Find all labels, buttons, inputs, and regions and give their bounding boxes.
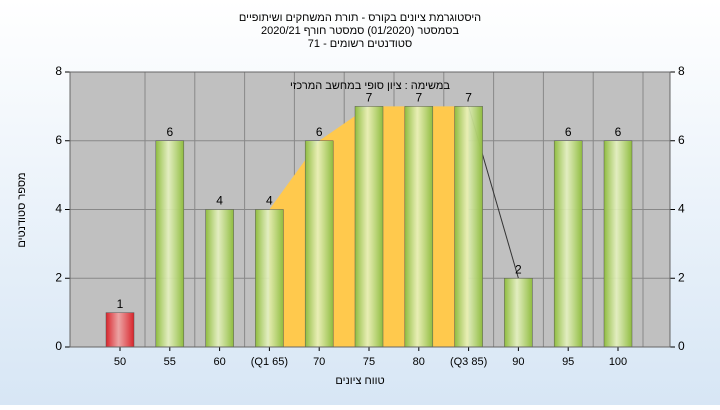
chart-subtitle: סטודנטים רשומים - 71 bbox=[308, 38, 412, 50]
y-tick-label: 8 bbox=[55, 64, 62, 78]
plot-area bbox=[69, 71, 671, 348]
x-tick-label: 95 bbox=[562, 356, 574, 368]
x-tick-label: 100 bbox=[609, 356, 627, 368]
y-tick-label: 6 bbox=[55, 133, 62, 147]
x-tick-label: 80 bbox=[413, 356, 425, 368]
data-label: 6 bbox=[565, 125, 572, 139]
data-label: 6 bbox=[166, 125, 173, 139]
x-tick-label: (Q3 85) bbox=[450, 356, 487, 368]
bar bbox=[205, 209, 234, 348]
y-tick-label: 4 bbox=[55, 202, 62, 216]
y-tick-label: 0 bbox=[55, 339, 62, 353]
data-label: 7 bbox=[465, 91, 472, 105]
bar bbox=[504, 278, 533, 348]
y-tick-label: 2 bbox=[55, 270, 62, 284]
bar bbox=[304, 140, 334, 348]
y2-tick-label: 8 bbox=[678, 64, 685, 78]
bar bbox=[155, 140, 185, 348]
bar bbox=[105, 312, 135, 348]
data-label: 6 bbox=[615, 125, 622, 139]
x-tick-label: 70 bbox=[313, 356, 325, 368]
y2-tick-label: 0 bbox=[678, 339, 685, 353]
data-label: 4 bbox=[216, 194, 223, 208]
x-tick-label: 60 bbox=[213, 356, 225, 368]
x-tick-label: 75 bbox=[363, 356, 375, 368]
annotation: במשימה : ציון סופי במחשב המרכזי bbox=[290, 80, 450, 92]
y2-tick-label: 6 bbox=[678, 133, 685, 147]
y-axis-label: מספר סטודנטים bbox=[16, 172, 28, 247]
data-label: 6 bbox=[316, 125, 323, 139]
data-label: 4 bbox=[266, 194, 273, 208]
bar bbox=[404, 106, 434, 348]
data-label: 2 bbox=[515, 262, 522, 276]
chart-subtitle: בסמסטר (01/2020) סמסטר חורף 2020/21 bbox=[261, 25, 459, 37]
bar bbox=[454, 106, 483, 348]
x-axis-label: טווח ציונים bbox=[335, 375, 384, 387]
bar bbox=[603, 140, 633, 348]
x-tick-label: (Q1 65) bbox=[251, 356, 288, 368]
y2-tick-label: 4 bbox=[678, 202, 685, 216]
y2-tick-label: 2 bbox=[678, 270, 685, 284]
chart-title: היסטוגרמת ציונים בקורס - תורת המשחקים וש… bbox=[239, 12, 481, 24]
bar bbox=[553, 140, 583, 348]
x-tick-label: 50 bbox=[114, 356, 126, 368]
x-tick-label: 90 bbox=[512, 356, 524, 368]
bar bbox=[255, 209, 284, 348]
bar bbox=[354, 106, 384, 348]
x-tick-label: 55 bbox=[164, 356, 176, 368]
data-label: 7 bbox=[415, 91, 422, 105]
data-label: 1 bbox=[117, 297, 124, 311]
data-label: 7 bbox=[366, 91, 373, 105]
